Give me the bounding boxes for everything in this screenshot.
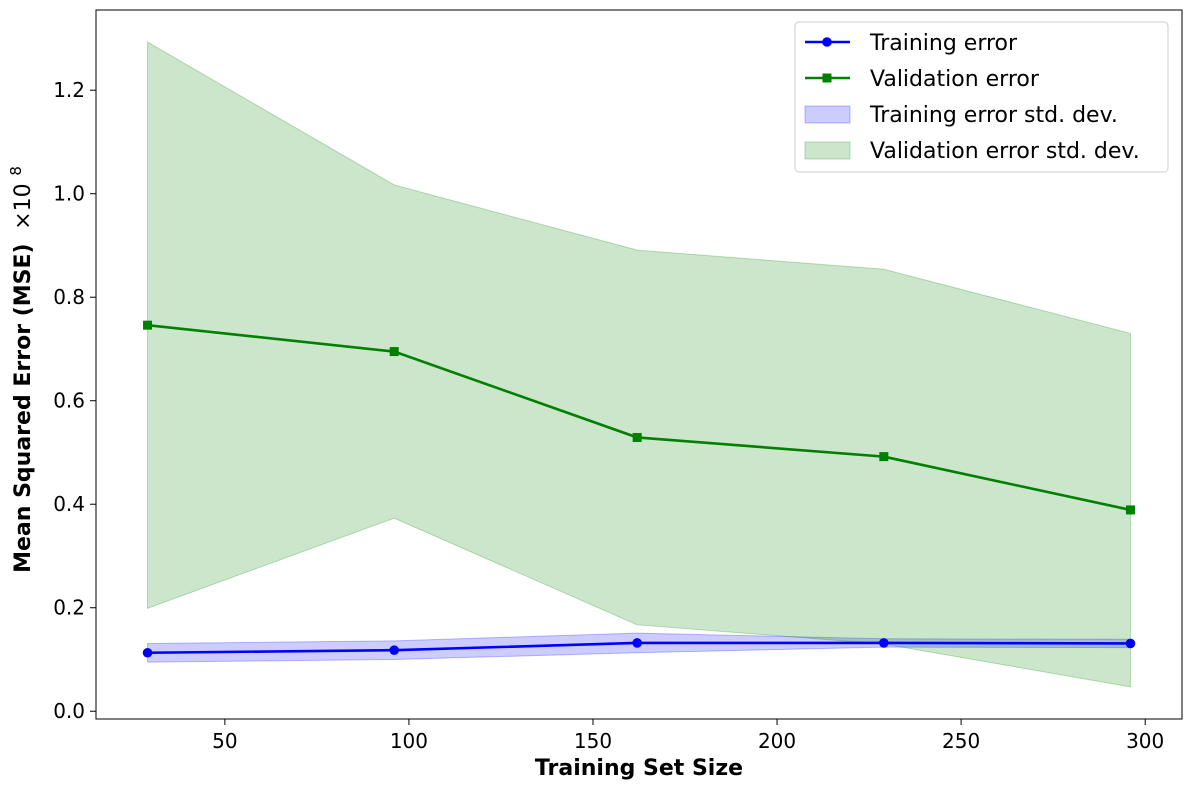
y-tick-label: 0.8 [53, 285, 85, 309]
training-error-legend-marker [822, 37, 832, 47]
validation-error-std-dev-legend-swatch [804, 141, 851, 160]
series-markers [142, 320, 1136, 658]
x-tick-label: 50 [212, 729, 237, 753]
plot-frame [95, 9, 1183, 720]
training-error-point [1125, 638, 1136, 649]
validation-error-legend-marker [822, 73, 832, 83]
y-tick-label: 0.4 [53, 492, 85, 516]
validation-error-point [632, 432, 642, 442]
x-tick-label: 250 [942, 729, 980, 753]
x-tick-label: 300 [1126, 729, 1164, 753]
validation-error-point [1125, 505, 1135, 515]
training-error-point [142, 647, 153, 658]
training-error-std-dev-legend-label: Training error std. dev. [869, 103, 1118, 128]
validation-error-legend-label: Validation error [870, 67, 1040, 92]
y-axis-title-text: Mean Squared Error (MSE) [11, 243, 36, 572]
training-error-point [632, 638, 642, 648]
y-axis-title: Mean Squared Error (MSE) ×10 8 [7, 166, 36, 573]
validation-error-point [389, 347, 399, 357]
validation-error-point [143, 320, 153, 330]
x-tick-label: 100 [390, 729, 428, 753]
validation-error-std-dev-band [147, 41, 1131, 688]
y-axis-scale-exponent: 8 [7, 166, 25, 176]
legend-box [794, 21, 1169, 173]
legend: Training error Validation error Training e… [794, 21, 1169, 173]
training-error-point [879, 638, 889, 648]
x-tick-label: 150 [574, 729, 612, 753]
y-tick-label: 1.2 [53, 78, 85, 102]
validation-error-point [879, 452, 889, 462]
y-tick-label: 0.2 [53, 596, 85, 620]
y-tick-label: 0.6 [53, 389, 85, 413]
x-tick-label: 200 [758, 729, 796, 753]
training-error-legend-label: Training error [869, 31, 1018, 56]
y-axis-ticks: 0.0 0.2 0.4 0.6 0.8 1.0 1.2 [53, 78, 96, 723]
training-error-point [389, 645, 399, 655]
y-axis-scale-factor: ×10 [11, 183, 36, 229]
x-axis-ticks: 50 100 150 200 250 300 [212, 719, 1164, 753]
training-error-std-dev-legend-swatch [804, 105, 851, 124]
x-axis-title: Training Set Size [535, 756, 743, 781]
y-tick-label: 0.0 [53, 699, 85, 723]
validation-error-std-dev-legend-label: Validation error std. dev. [870, 139, 1140, 164]
y-tick-label: 1.0 [53, 182, 85, 206]
